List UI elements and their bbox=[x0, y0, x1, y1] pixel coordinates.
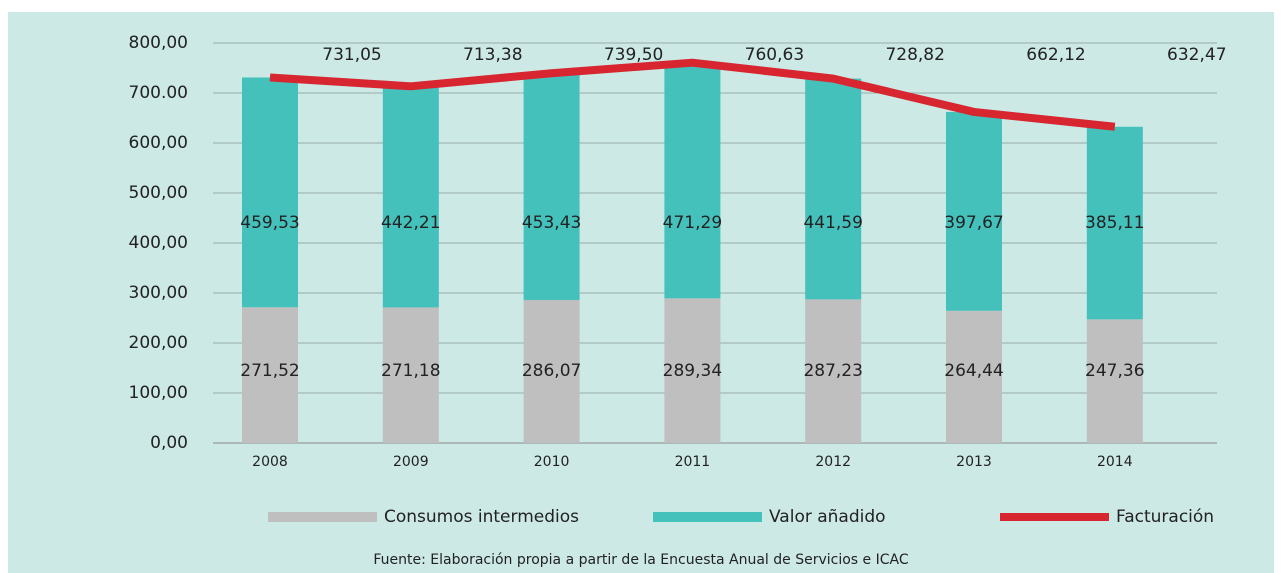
data-label: 287,23 bbox=[803, 361, 862, 381]
data-label: 442,21 bbox=[381, 213, 440, 233]
data-label: 289,34 bbox=[663, 361, 722, 381]
y-tick-label: 800,00 bbox=[129, 33, 188, 53]
y-tick-label: 600,00 bbox=[129, 133, 188, 153]
bar-segment bbox=[242, 307, 298, 443]
bar-segment bbox=[805, 78, 862, 300]
data-label: 739,50 bbox=[604, 45, 663, 65]
bar-segment bbox=[664, 62, 721, 299]
y-tick-label: 200,00 bbox=[129, 333, 188, 353]
bar-segment bbox=[242, 77, 298, 308]
bar-segment bbox=[946, 310, 1002, 443]
bar-segment bbox=[946, 111, 1002, 311]
x-tick-label: 2009 bbox=[393, 454, 429, 470]
bar-segment bbox=[805, 299, 862, 443]
legend-swatch bbox=[1000, 513, 1109, 521]
legend-swatch bbox=[653, 512, 762, 522]
data-label: 760,63 bbox=[745, 45, 804, 65]
data-label: 459,53 bbox=[240, 213, 299, 233]
data-label: 453,43 bbox=[522, 213, 581, 233]
data-label: 713,38 bbox=[463, 45, 522, 65]
data-label: 247,36 bbox=[1085, 361, 1144, 381]
line-series bbox=[269, 58, 1116, 131]
y-tick-label: 300,00 bbox=[129, 283, 188, 303]
legend-label: Facturación bbox=[1116, 507, 1214, 527]
source-note: Fuente: Elaboración propia a partir de l… bbox=[373, 552, 908, 568]
bar-segment bbox=[664, 298, 721, 443]
data-label: 632,47 bbox=[1167, 45, 1226, 65]
data-label: 731,05 bbox=[322, 45, 381, 65]
y-tick-label: 500,00 bbox=[129, 183, 188, 203]
legend-label: Consumos intermedios bbox=[384, 507, 579, 527]
bar-segment bbox=[523, 299, 580, 443]
legend-label: Valor añadido bbox=[769, 507, 886, 527]
y-tick-label: 700.00 bbox=[129, 83, 188, 103]
x-tick-label: 2013 bbox=[956, 454, 992, 470]
x-tick-label: 2014 bbox=[1097, 454, 1133, 470]
data-label: 397,67 bbox=[944, 213, 1003, 233]
data-label: 441,59 bbox=[803, 213, 862, 233]
bar-segment bbox=[382, 86, 439, 308]
x-tick-label: 2011 bbox=[675, 454, 711, 470]
bar-segment bbox=[523, 73, 580, 300]
data-label: 286,07 bbox=[522, 361, 581, 381]
data-label: 471,29 bbox=[663, 213, 722, 233]
data-label: 662,12 bbox=[1026, 45, 1085, 65]
y-tick-label: 100,00 bbox=[129, 383, 188, 403]
y-tick-label: 0,00 bbox=[150, 433, 188, 453]
data-label: 264,44 bbox=[944, 361, 1003, 381]
data-label: 271,18 bbox=[381, 361, 440, 381]
x-tick-label: 2012 bbox=[815, 454, 851, 470]
y-tick-label: 400,00 bbox=[129, 233, 188, 253]
bar-segment bbox=[1086, 319, 1143, 443]
data-label: 271,52 bbox=[240, 361, 299, 381]
x-tick-label: 2008 bbox=[252, 454, 288, 470]
data-label: 385,11 bbox=[1085, 213, 1144, 233]
bar-segment bbox=[382, 307, 439, 443]
data-label: 728,82 bbox=[885, 45, 944, 65]
bar-segment bbox=[1086, 126, 1143, 320]
x-tick-label: 2010 bbox=[534, 454, 570, 470]
legend-swatch bbox=[268, 512, 377, 522]
